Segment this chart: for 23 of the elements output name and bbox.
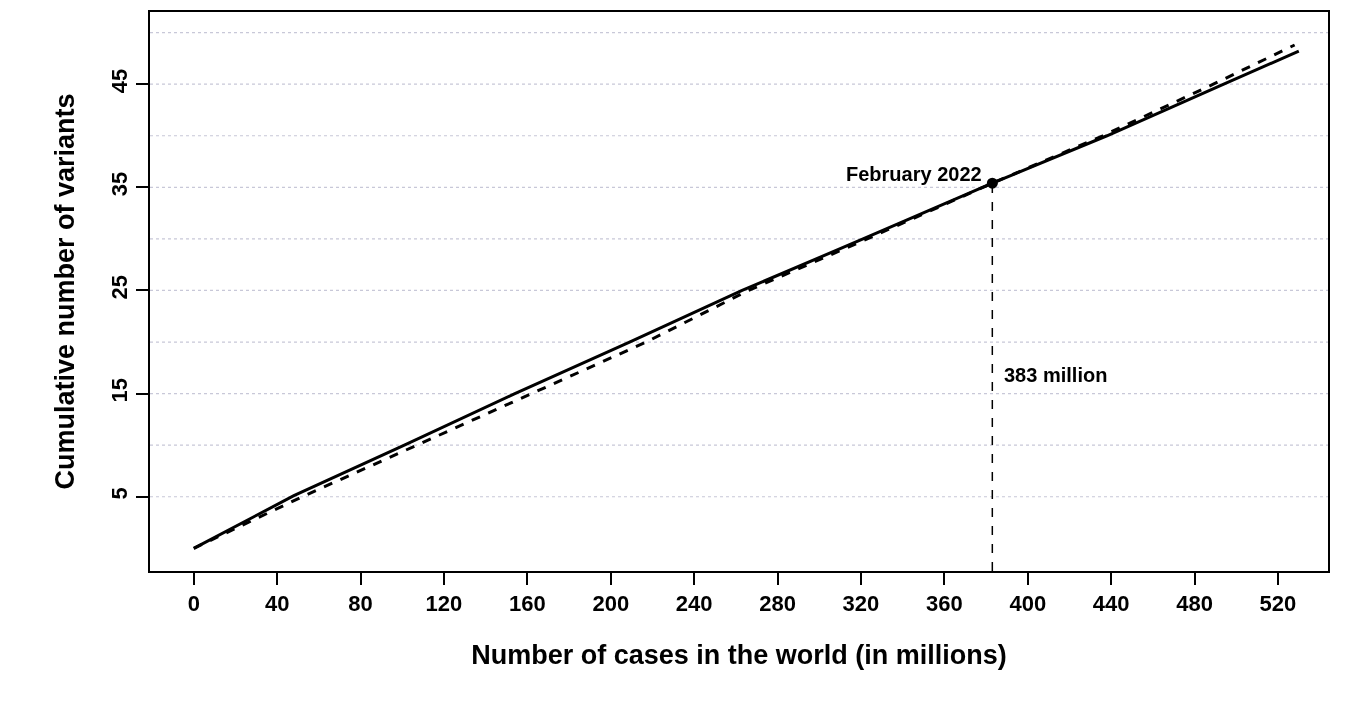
y-tick-label: 5 [107, 487, 133, 500]
x-tick-label: 320 [842, 591, 880, 617]
x-tick-label: 400 [1009, 591, 1047, 617]
annotation: February 2022 [846, 163, 982, 185]
x-tick-label: 280 [759, 591, 796, 617]
x-tick-label: 200 [592, 591, 630, 617]
y-axis-title: Cumulative number of variants [50, 93, 80, 490]
x-tick-label: 120 [425, 591, 463, 617]
y-tick-label: 15 [107, 378, 133, 403]
x-tick-label: 160 [509, 591, 546, 617]
y-tick-label: 45 [107, 68, 133, 94]
x-tick-label: 520 [1259, 591, 1297, 617]
x-tick-label: 0 [187, 591, 200, 617]
x-tick-label: 480 [1176, 591, 1213, 617]
x-tick-label: 440 [1092, 591, 1130, 617]
x-axis-title: Number of cases in the world (in millions) [471, 640, 1007, 671]
ref-line-label: 383 million [1004, 364, 1108, 386]
x-tick-label: 40 [264, 591, 290, 617]
x-tick-label: 360 [926, 591, 963, 617]
y-tick-label: 35 [107, 171, 133, 197]
x-tick-label: 80 [348, 591, 373, 617]
x-tick-label: 240 [675, 591, 713, 617]
y-tick-label: 25 [107, 274, 133, 300]
